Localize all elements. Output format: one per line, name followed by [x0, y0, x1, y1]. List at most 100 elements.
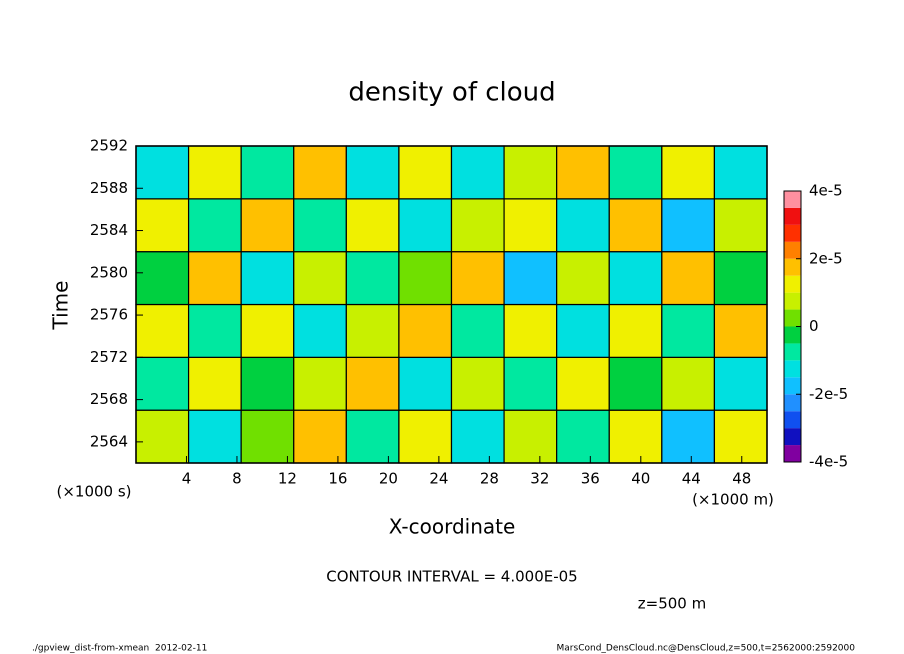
cell: [450, 251, 505, 306]
colorbar-tick-label: -2e-5: [809, 385, 848, 403]
colorbar-band: [784, 343, 801, 361]
cell: [450, 409, 505, 464]
x-tick-label: 40: [631, 470, 650, 488]
colorbar-band: [784, 411, 801, 429]
x-tick-label: 16: [328, 470, 347, 488]
cell: [398, 356, 453, 411]
cell: [398, 251, 453, 306]
cell: [240, 145, 295, 200]
cell: [293, 356, 347, 411]
cell: [713, 145, 768, 200]
cell: [398, 303, 453, 358]
cell: [450, 303, 505, 358]
cell: [345, 198, 400, 253]
x-tick-label: 32: [530, 470, 549, 488]
cell: [345, 145, 400, 200]
colorbar-band: [784, 224, 801, 242]
cell: [661, 251, 716, 306]
cell: [503, 251, 558, 306]
cell: [398, 198, 453, 253]
cell: [240, 356, 295, 411]
cell: [661, 409, 716, 464]
chart-title: density of cloud: [348, 78, 555, 108]
cell: [713, 409, 768, 464]
cell: [608, 251, 663, 306]
y-tick-label: 2576: [90, 306, 128, 324]
y-tick-label: 2584: [90, 221, 128, 239]
cell: [187, 409, 242, 464]
cell: [345, 303, 400, 358]
cell: [240, 251, 295, 306]
x-tick-label: 8: [232, 470, 242, 488]
cell: [135, 409, 190, 464]
colorbar-band: [784, 428, 801, 446]
y-tick-label: 2572: [90, 348, 128, 366]
cell: [293, 251, 347, 306]
y-tick-label: 2568: [90, 390, 128, 408]
cell: [345, 409, 400, 464]
x-unit: (×1000 m): [692, 491, 774, 509]
colorbar-band: [784, 326, 801, 344]
cell: [503, 409, 558, 464]
cell: [503, 356, 558, 411]
colorbar-band: [784, 241, 801, 259]
cell: [556, 409, 610, 464]
cell: [240, 198, 295, 253]
cell: [661, 356, 716, 411]
cell: [608, 198, 663, 253]
cell: [503, 145, 558, 200]
cell: [187, 145, 242, 200]
cell: [293, 303, 347, 358]
cell: [556, 356, 610, 411]
footer-left: ./gpview_dist-from-xmean 2012-02-11: [32, 644, 207, 654]
x-tick-label: 44: [682, 470, 701, 488]
cell: [713, 356, 768, 411]
y-tick-label: 2588: [90, 179, 128, 197]
colorbar-band: [784, 292, 801, 310]
cell: [187, 303, 242, 358]
y-axis-label: Time: [49, 281, 73, 331]
cell: [608, 303, 663, 358]
colorbar-band: [784, 377, 801, 395]
cell: [135, 356, 190, 411]
x-tick-label: 20: [379, 470, 398, 488]
y-tick-label: 2564: [90, 432, 128, 450]
level-note: z=500 m: [638, 595, 706, 613]
cell: [608, 356, 663, 411]
x-tick-label: 28: [480, 470, 499, 488]
cell: [661, 145, 716, 200]
cell: [503, 198, 558, 253]
cell: [713, 303, 768, 358]
footer-right: MarsCond_DensCloud.nc@DensCloud,z=500,t=…: [557, 644, 856, 654]
cell: [187, 356, 242, 411]
cell: [345, 251, 400, 306]
cell: [713, 198, 768, 253]
cell: [450, 198, 505, 253]
cell: [135, 198, 190, 253]
cell: [135, 145, 190, 200]
y-tick-label: 2592: [90, 137, 128, 155]
colorbar-band: [784, 309, 801, 327]
colorbar-tick-label: -4e-5: [809, 453, 848, 471]
cell: [556, 303, 610, 358]
y-tick-label: 2580: [90, 263, 128, 281]
colorbar-band: [784, 275, 801, 293]
cell: [293, 198, 347, 253]
x-axis-label: X-coordinate: [389, 515, 516, 539]
cell: [240, 409, 295, 464]
cell: [187, 198, 242, 253]
cell: [608, 409, 663, 464]
colorbar-band: [784, 394, 801, 412]
x-tick-label: 24: [429, 470, 448, 488]
cell: [398, 145, 453, 200]
colorbar-tick-label: 2e-5: [809, 249, 843, 267]
colorbar-band: [784, 445, 801, 462]
cell: [556, 145, 610, 200]
cell: [556, 198, 610, 253]
x-tick-label: 12: [278, 470, 297, 488]
cell: [661, 198, 716, 253]
cell: [661, 303, 716, 358]
cell: [293, 145, 347, 200]
